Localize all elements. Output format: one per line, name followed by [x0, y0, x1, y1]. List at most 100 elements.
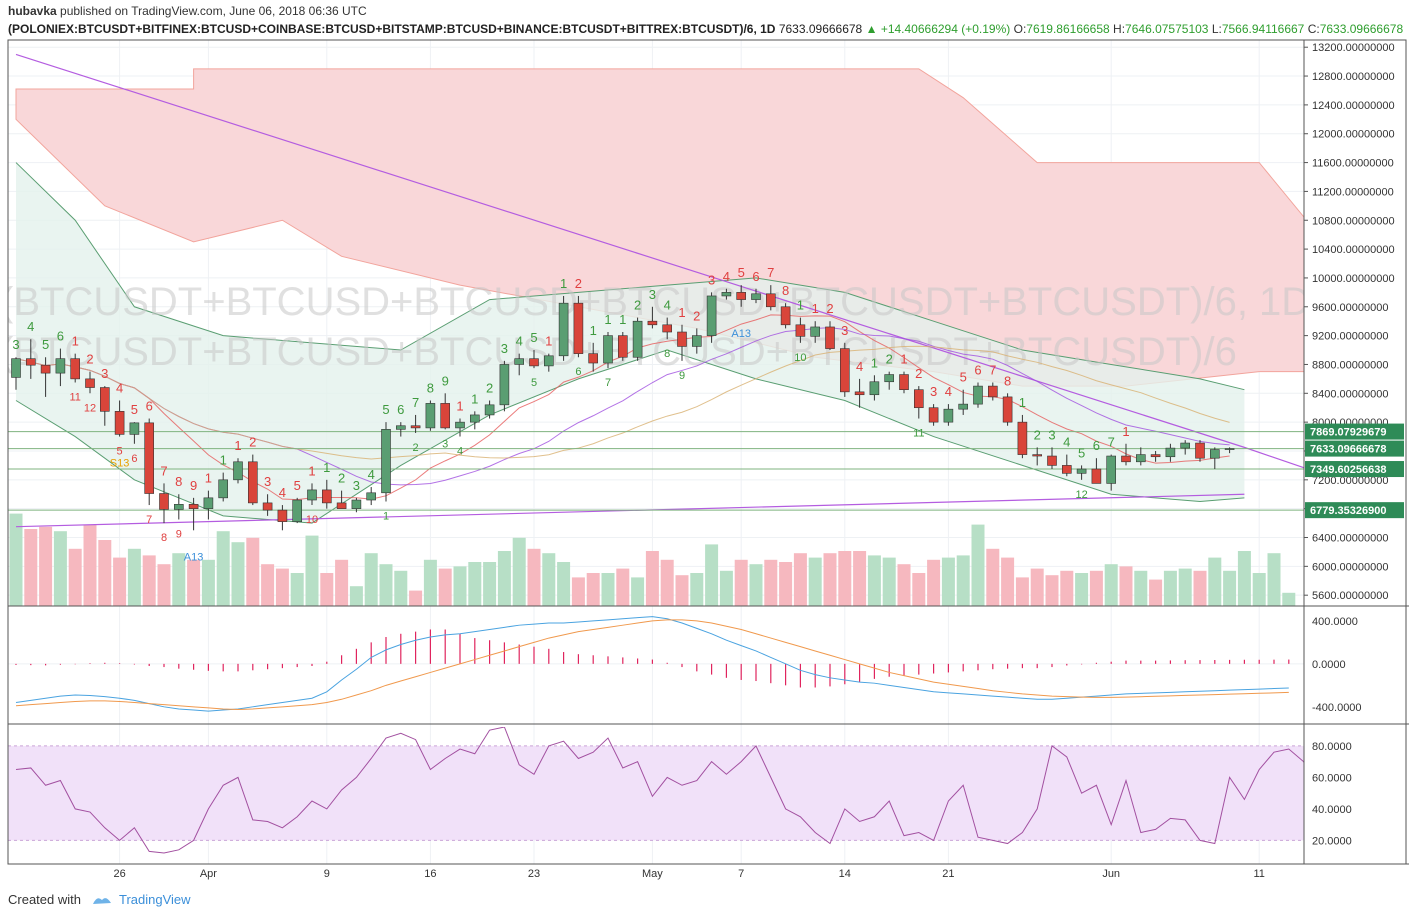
volume-bar — [127, 548, 141, 606]
volume-bar — [557, 562, 571, 606]
candle-body — [691, 335, 702, 347]
candle — [588, 342, 599, 372]
low-label: L: — [1211, 22, 1222, 36]
candle — [55, 348, 66, 387]
td-setup-count: 2 — [86, 352, 93, 367]
candle-body — [440, 403, 451, 429]
candle-body — [159, 493, 169, 510]
td-setup-count: 6 — [752, 269, 759, 284]
volume-bar — [1163, 570, 1177, 606]
author-name[interactable]: hubavka — [8, 4, 57, 18]
candle-body — [825, 326, 835, 349]
volume-bar — [1134, 570, 1148, 606]
chart-canvas[interactable]: (BTCUSDT+BTCUSD+BTCUSD+BTCUSD+BTCUSDT+BT… — [0, 0, 1409, 880]
candle — [1076, 465, 1087, 480]
volume-bar — [468, 562, 482, 606]
td-setup-count: 3 — [1048, 427, 1055, 442]
td-setup-count: 1 — [604, 312, 611, 327]
candle — [869, 375, 880, 401]
volume-bar — [1149, 579, 1163, 606]
candle — [943, 404, 954, 426]
td-setup-count: 5 — [42, 337, 49, 352]
candle — [928, 404, 939, 426]
symbol-title[interactable]: (POLONIEX:BTCUSDT+BITFINEX:BTCUSD+COINBA… — [8, 22, 776, 36]
volume-bar — [1193, 570, 1207, 606]
td-countdown-count: 3 — [442, 438, 448, 450]
bollinger-upper-line — [15, 162, 1245, 391]
volume-bar — [261, 564, 275, 606]
candle-body — [1195, 442, 1205, 459]
time-tick-label: 14 — [839, 868, 851, 880]
price-tag-label: 7633.09666678 — [1310, 444, 1386, 456]
td-countdown-count: 6 — [575, 366, 581, 378]
tradingview-brand-link[interactable]: TradingView — [118, 892, 191, 907]
volume-bar — [335, 559, 349, 606]
macd-signal-line — [15, 619, 1289, 711]
candle-body — [144, 422, 154, 494]
candle — [440, 393, 451, 430]
td-setup-count: 8 — [1004, 373, 1011, 388]
candle — [765, 285, 776, 311]
td-setup-count: 1 — [900, 352, 907, 367]
volume-bar — [1267, 553, 1281, 606]
volume-bar — [1001, 557, 1015, 606]
price-tag-bg — [1305, 502, 1404, 519]
candle — [277, 505, 288, 531]
td-setup-count: 4 — [723, 269, 730, 284]
candle-body — [1210, 449, 1220, 459]
candle — [603, 332, 613, 369]
candle — [662, 317, 673, 340]
volume-bar — [1104, 564, 1118, 606]
td-setup-count: 1 — [812, 301, 819, 316]
publish-info: hubavka published on TradingView.com, Ju… — [8, 4, 367, 18]
candle-body — [884, 374, 895, 383]
price-tick-label: 9600.00000000 — [1312, 302, 1388, 314]
candle-body — [351, 499, 362, 509]
candle — [395, 422, 406, 437]
candle-body — [248, 461, 258, 504]
candle-body — [469, 414, 480, 423]
candle — [1062, 454, 1072, 477]
candle — [691, 328, 702, 354]
volume-bar — [1252, 573, 1266, 606]
candle-body — [854, 391, 865, 396]
signal-badge: S13 — [110, 458, 130, 470]
td-setup-count: 9 — [190, 478, 197, 493]
candle-body — [647, 320, 658, 326]
volume-bar — [793, 553, 807, 606]
volume-bar — [113, 557, 127, 606]
volume-bar — [201, 559, 215, 606]
td-setup-count: 4 — [368, 467, 375, 482]
td-countdown-count: 10 — [306, 514, 318, 526]
rsi-tick-label: 60.0000 — [1312, 772, 1352, 784]
volume-bar — [571, 577, 585, 606]
volume-bar — [1178, 568, 1192, 606]
rsi-line — [15, 727, 1304, 854]
candle-body — [11, 358, 21, 378]
td-setup-count: 6 — [974, 362, 981, 377]
td-setup-count: 4 — [1063, 435, 1070, 450]
time-tick-label: 21 — [942, 868, 954, 880]
td-setup-count: 1 — [678, 305, 685, 320]
volume-bar — [483, 562, 497, 606]
volume-bar — [157, 564, 171, 606]
candle — [1210, 447, 1220, 470]
high-label: H: — [1113, 22, 1126, 36]
candle-body — [203, 497, 214, 509]
price-tag-label: 6779.35326900 — [1310, 505, 1386, 517]
volume-bar — [394, 570, 408, 606]
volume-bar — [645, 551, 659, 606]
volume-bar — [631, 577, 645, 606]
candle-body — [1002, 396, 1013, 423]
price-tick-label: 10000.00000000 — [1312, 273, 1395, 285]
volume-bar — [83, 524, 97, 606]
candle-body — [218, 479, 228, 499]
price-tick-label: 12000.00000000 — [1312, 129, 1395, 141]
candle — [381, 422, 391, 502]
candle — [1195, 440, 1205, 462]
candle-body — [869, 381, 880, 396]
td-setup-count: 4 — [27, 319, 34, 334]
td-setup-count: 1 — [72, 334, 79, 349]
candle — [159, 483, 169, 524]
td-setup-count: 3 — [101, 366, 108, 381]
